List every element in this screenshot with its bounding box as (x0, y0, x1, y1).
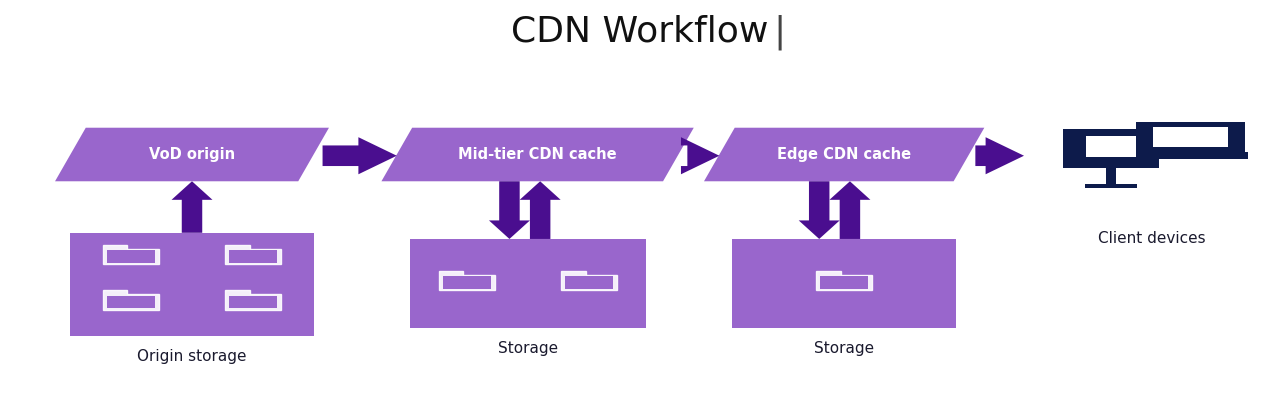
Polygon shape (1085, 185, 1137, 188)
Polygon shape (1106, 168, 1116, 185)
Polygon shape (566, 276, 613, 289)
Polygon shape (229, 250, 278, 263)
Polygon shape (732, 239, 956, 328)
Polygon shape (1153, 127, 1229, 147)
Polygon shape (562, 271, 617, 290)
Text: Storage: Storage (498, 341, 558, 356)
Text: Storage: Storage (814, 341, 874, 356)
Polygon shape (106, 250, 155, 263)
Polygon shape (829, 181, 870, 239)
Polygon shape (410, 239, 646, 328)
Text: Edge CDN cache: Edge CDN cache (777, 147, 911, 162)
Text: CDN Workflow: CDN Workflow (511, 14, 769, 49)
Polygon shape (70, 233, 314, 336)
Polygon shape (102, 290, 159, 310)
Polygon shape (704, 128, 984, 181)
Polygon shape (681, 137, 719, 174)
Text: VoD origin: VoD origin (148, 147, 236, 162)
Polygon shape (323, 137, 397, 174)
Polygon shape (975, 137, 1024, 174)
Polygon shape (172, 181, 212, 233)
Polygon shape (439, 271, 494, 290)
Polygon shape (520, 181, 561, 239)
Polygon shape (225, 245, 282, 265)
Polygon shape (1062, 129, 1160, 168)
Polygon shape (1085, 136, 1137, 157)
Polygon shape (489, 181, 530, 239)
Polygon shape (106, 296, 155, 309)
Polygon shape (1137, 122, 1244, 152)
Polygon shape (102, 245, 159, 265)
Polygon shape (381, 128, 694, 181)
Polygon shape (225, 290, 282, 310)
Polygon shape (817, 271, 872, 290)
Polygon shape (820, 276, 868, 289)
Text: Mid-tier CDN cache: Mid-tier CDN cache (458, 147, 617, 162)
Text: |: | (773, 14, 786, 50)
Text: Client devices: Client devices (1098, 232, 1206, 246)
Polygon shape (55, 128, 329, 181)
Polygon shape (443, 276, 490, 289)
Polygon shape (229, 296, 278, 309)
Polygon shape (1133, 152, 1248, 159)
Polygon shape (799, 181, 840, 239)
Text: Origin storage: Origin storage (137, 349, 247, 364)
